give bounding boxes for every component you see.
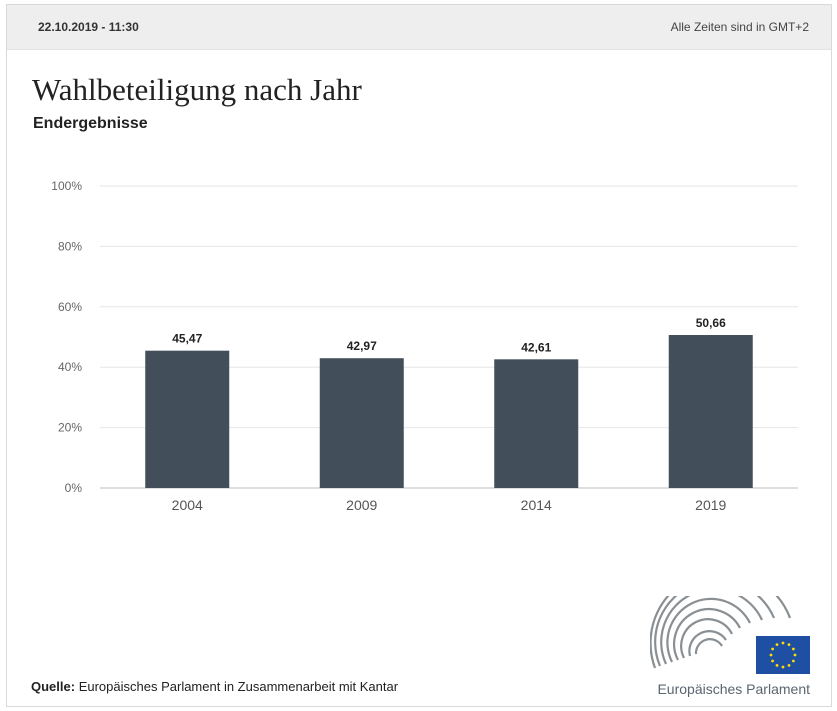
source-label: Quelle: [31, 679, 76, 694]
y-tick-label: 80% [58, 239, 82, 253]
star-icon [775, 643, 779, 647]
star-icon [787, 663, 791, 667]
star-icon [791, 647, 795, 651]
top-bar: 22.10.2019 - 11:30 Alle Zeiten sind in G… [7, 5, 831, 50]
labels-layer: 0% 20% 40% 60% 80% 100% 45,47 2004 42,97 2009 42,6… [51, 179, 726, 513]
bar [319, 358, 404, 488]
x-tick-label: 2009 [346, 497, 377, 513]
hemicycle-icon [650, 596, 792, 669]
timezone-note: Alle Zeiten sind in GMT+2 [670, 20, 809, 34]
chart-title: Wahlbeteiligung nach Jahr [32, 72, 362, 107]
star-icon [775, 663, 779, 667]
star-icon [769, 653, 773, 657]
star-icon [787, 643, 791, 647]
star-icon [771, 659, 775, 663]
star-icon [793, 653, 797, 657]
data-label: 42,61 [521, 340, 551, 354]
star-icon [781, 665, 785, 669]
star-icon [781, 641, 785, 645]
bar [494, 359, 579, 488]
star-icon [771, 647, 775, 651]
x-tick-label: 2019 [695, 497, 726, 513]
x-tick-label: 2014 [521, 497, 552, 513]
chart-subtitle: Endergebnisse [33, 115, 148, 132]
bar [668, 335, 753, 488]
y-tick-label: 60% [58, 300, 82, 314]
timestamp: 22.10.2019 - 11:30 [38, 20, 139, 34]
star-icon [791, 659, 795, 663]
data-label: 45,47 [172, 332, 202, 346]
y-tick-label: 40% [58, 360, 82, 374]
bar [145, 350, 230, 488]
logo-text: Europäisches Parlament [657, 681, 810, 697]
data-label: 50,66 [696, 316, 726, 330]
source-note: Quelle: Europäisches Parlament in Zusamm… [31, 679, 398, 694]
x-tick-label: 2004 [172, 497, 203, 513]
bars-layer [145, 335, 753, 488]
y-tick-label: 100% [51, 179, 82, 193]
european-parliament-logo: Europäisches Parlament [650, 596, 810, 697]
data-label: 42,97 [347, 339, 377, 353]
y-tick-label: 20% [58, 421, 82, 435]
source-text: Europäisches Parlament in Zusammenarbeit… [78, 679, 399, 694]
y-tick-label: 0% [65, 481, 83, 495]
eu-stars [769, 641, 797, 669]
